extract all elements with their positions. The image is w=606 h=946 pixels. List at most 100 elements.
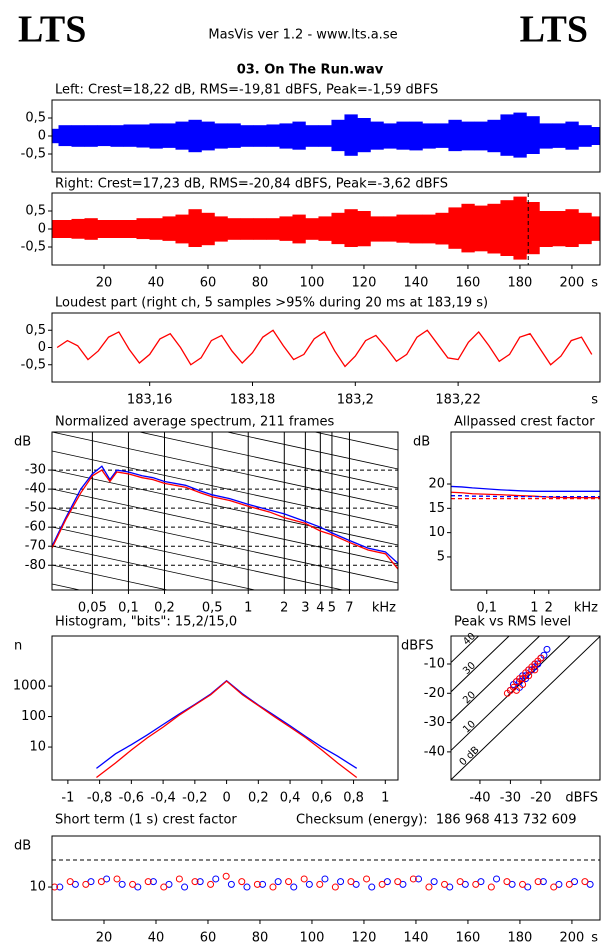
x-tick-label: 160 bbox=[456, 276, 481, 291]
y-tick-label: 20 bbox=[428, 477, 445, 492]
point bbox=[534, 878, 542, 886]
chart-title: Histogram, "bits": 15,2/15,0 bbox=[55, 615, 237, 630]
y-tick-label: 0 bbox=[38, 222, 46, 237]
point bbox=[97, 878, 105, 886]
waveform-segment bbox=[305, 218, 319, 240]
plot-frame bbox=[51, 192, 601, 266]
waveform-segment bbox=[240, 218, 254, 240]
waveform-segment bbox=[513, 196, 527, 260]
waveform-segment bbox=[305, 125, 319, 147]
x-tick-label: 0,5 bbox=[202, 601, 223, 616]
x-tick-label: -0,4 bbox=[150, 791, 175, 806]
x-tick-label: 1 bbox=[381, 791, 389, 806]
slope-line bbox=[52, 450, 398, 527]
plot-frame bbox=[51, 635, 399, 781]
logo-left: LTS bbox=[18, 9, 86, 51]
x-tick-label: 160 bbox=[456, 931, 481, 946]
y-axis-label: dB bbox=[14, 435, 31, 450]
waveform-segment bbox=[357, 118, 371, 153]
point bbox=[519, 880, 527, 888]
waveform-segment bbox=[344, 114, 358, 156]
waveform-segment bbox=[136, 124, 150, 148]
waveform-segment bbox=[370, 121, 384, 150]
x-tick-label: 40 bbox=[148, 931, 165, 946]
x-tick-label: 0,1 bbox=[118, 601, 139, 616]
x-axis-label: dBFS bbox=[565, 791, 598, 806]
point bbox=[321, 875, 329, 883]
point bbox=[415, 875, 423, 883]
waveform-segment bbox=[52, 128, 59, 144]
y-axis-label: n bbox=[14, 639, 22, 654]
x-tick-label: 183,18 bbox=[230, 393, 276, 408]
waveform-segment bbox=[565, 121, 579, 150]
waveform-segment bbox=[201, 121, 215, 151]
point bbox=[212, 875, 220, 883]
x-axis-label: s bbox=[591, 276, 598, 291]
waveform-segment bbox=[422, 214, 436, 244]
point bbox=[144, 878, 152, 886]
y-tick-label: 5 bbox=[437, 549, 445, 564]
x-tick-label: 200 bbox=[560, 931, 585, 946]
waveform-segment bbox=[344, 209, 358, 247]
waveform-segment bbox=[201, 212, 215, 246]
waveform-segment bbox=[175, 121, 189, 150]
point bbox=[290, 883, 298, 891]
waveform-segment bbox=[292, 214, 306, 244]
point bbox=[487, 883, 495, 891]
waveform-segment bbox=[136, 218, 150, 240]
point bbox=[238, 878, 246, 886]
plot-frame bbox=[450, 431, 601, 591]
x-tick-label: -0,8 bbox=[87, 791, 112, 806]
point bbox=[430, 878, 438, 886]
point bbox=[129, 880, 137, 888]
x-tick-label: 100 bbox=[300, 276, 325, 291]
x-axis-label: kHz bbox=[372, 601, 396, 616]
checksum: Checksum (energy): 186 968 413 732 609 bbox=[296, 813, 576, 828]
waveform-segment bbox=[227, 218, 241, 240]
x-tick-label: 60 bbox=[200, 931, 217, 946]
point bbox=[550, 883, 558, 891]
waveform-segment bbox=[539, 123, 553, 149]
x-tick-label: 1 bbox=[244, 601, 252, 616]
point bbox=[394, 878, 402, 886]
waveform-segment bbox=[552, 211, 566, 247]
waveform-segment bbox=[58, 220, 72, 238]
series-line bbox=[451, 495, 600, 498]
point bbox=[56, 883, 64, 891]
point bbox=[441, 880, 449, 888]
x-tick-label: 5 bbox=[328, 601, 336, 616]
series-line bbox=[451, 485, 600, 492]
waveform-segment bbox=[526, 202, 540, 255]
point bbox=[368, 883, 376, 891]
y-axis-label: dB bbox=[14, 839, 31, 854]
waveform-segment bbox=[578, 212, 592, 245]
point bbox=[305, 880, 313, 888]
plot-frame bbox=[51, 431, 399, 591]
waveform-segment bbox=[591, 127, 600, 145]
y-tick-label: 10 bbox=[428, 525, 445, 540]
y-tick-label: -40 bbox=[25, 482, 46, 497]
plot-area bbox=[52, 859, 600, 891]
point bbox=[196, 878, 204, 886]
y-tick-label: 0 bbox=[38, 340, 46, 355]
point bbox=[503, 878, 511, 886]
waveform-segment bbox=[253, 125, 267, 147]
series-line bbox=[52, 465, 398, 564]
point bbox=[537, 654, 545, 662]
plot-area bbox=[451, 485, 600, 500]
waveform-segment bbox=[357, 211, 371, 247]
file-name: 03. On The Run.wav bbox=[237, 63, 384, 78]
chart-title: Left: Crest=18,22 dB, RMS=-19,81 dBFS, P… bbox=[55, 83, 438, 98]
waveform-segment bbox=[461, 121, 475, 151]
waveform-segment bbox=[292, 121, 306, 150]
y-tick-label: -70 bbox=[25, 539, 46, 554]
waveform-segment bbox=[383, 216, 397, 242]
waveform-segment bbox=[383, 123, 397, 149]
x-tick-label: -20 bbox=[530, 791, 551, 806]
waveform-segment bbox=[188, 119, 202, 153]
x-tick-label: 0,4 bbox=[280, 791, 301, 806]
waveform-segment bbox=[110, 125, 124, 147]
waveform-segment bbox=[591, 216, 600, 241]
x-tick-label: 80 bbox=[252, 931, 269, 946]
